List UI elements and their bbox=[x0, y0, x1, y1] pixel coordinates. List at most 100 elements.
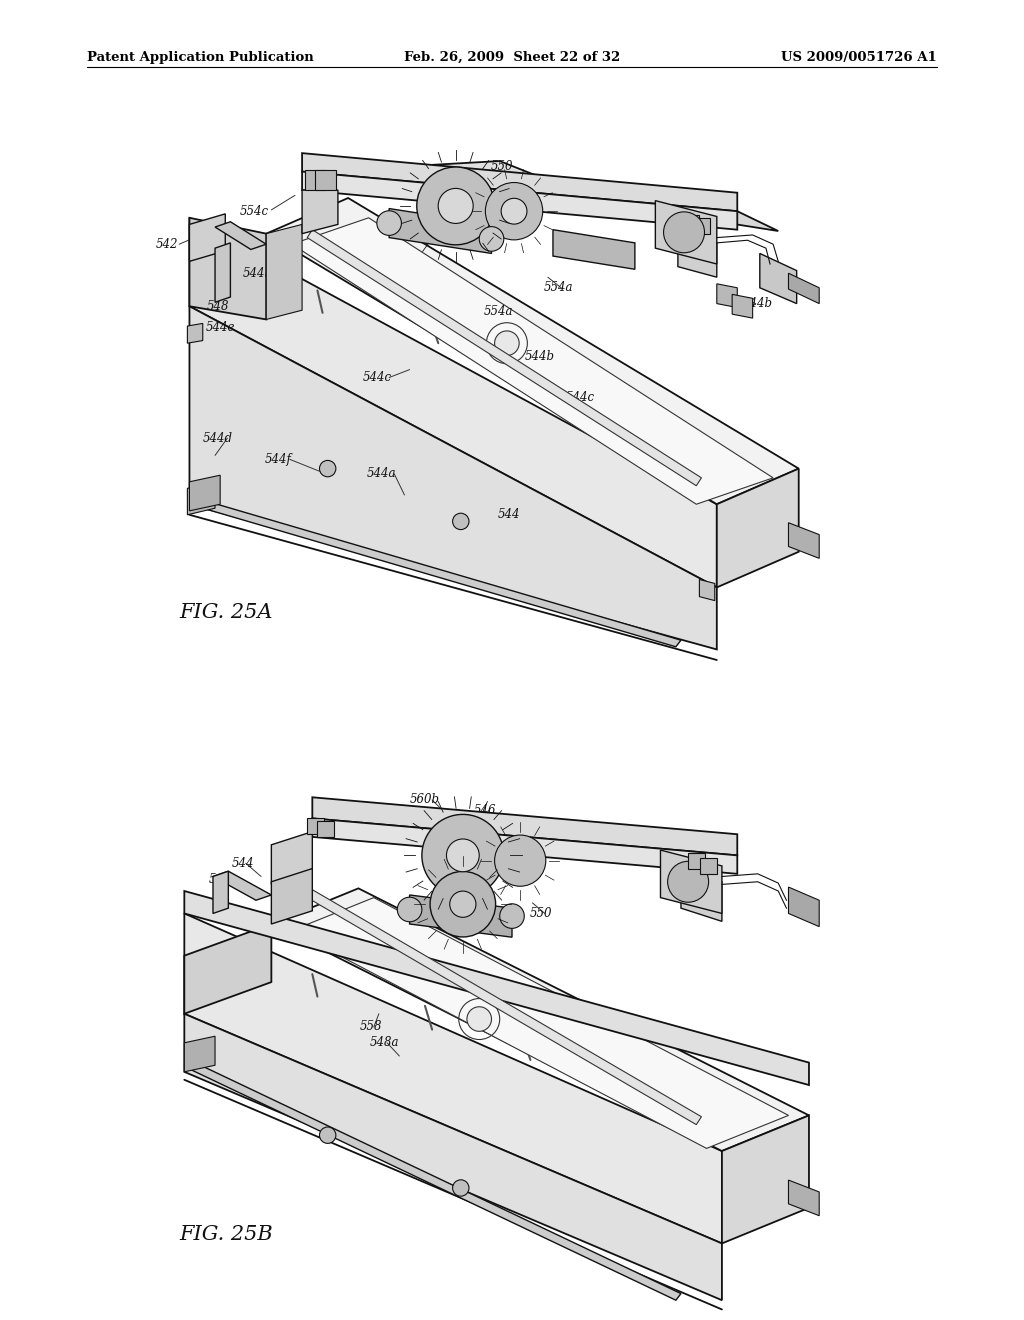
Text: 554: 554 bbox=[599, 194, 622, 207]
Text: Feb. 26, 2009  Sheet 22 of 32: Feb. 26, 2009 Sheet 22 of 32 bbox=[403, 51, 621, 63]
Text: 554a: 554a bbox=[484, 305, 513, 318]
Text: 544b: 544b bbox=[243, 267, 273, 280]
Text: 560b: 560b bbox=[410, 793, 440, 807]
Circle shape bbox=[479, 227, 504, 251]
Polygon shape bbox=[553, 182, 778, 231]
Polygon shape bbox=[681, 869, 722, 921]
Circle shape bbox=[377, 211, 401, 235]
Circle shape bbox=[450, 891, 476, 917]
Text: 554a: 554a bbox=[544, 281, 572, 294]
Polygon shape bbox=[189, 218, 717, 587]
Polygon shape bbox=[683, 215, 699, 231]
Polygon shape bbox=[302, 190, 338, 234]
Polygon shape bbox=[315, 170, 336, 190]
Circle shape bbox=[446, 840, 479, 871]
Text: FIG. 25B: FIG. 25B bbox=[179, 1225, 273, 1243]
Polygon shape bbox=[187, 482, 215, 515]
Circle shape bbox=[397, 898, 422, 921]
Circle shape bbox=[495, 331, 519, 355]
Polygon shape bbox=[271, 888, 809, 1151]
Polygon shape bbox=[266, 198, 799, 504]
Text: Patent Application Publication: Patent Application Publication bbox=[87, 51, 313, 63]
Polygon shape bbox=[389, 209, 492, 253]
Polygon shape bbox=[312, 161, 553, 191]
Text: 550: 550 bbox=[529, 907, 552, 920]
Polygon shape bbox=[215, 222, 266, 249]
Polygon shape bbox=[307, 230, 701, 486]
Polygon shape bbox=[184, 924, 271, 1014]
Polygon shape bbox=[760, 253, 797, 304]
Polygon shape bbox=[302, 172, 737, 230]
Polygon shape bbox=[700, 858, 717, 874]
Text: 544: 544 bbox=[231, 857, 254, 870]
Circle shape bbox=[417, 168, 495, 244]
Polygon shape bbox=[292, 898, 788, 1148]
Polygon shape bbox=[688, 853, 705, 869]
Text: 548: 548 bbox=[207, 300, 229, 313]
Circle shape bbox=[430, 871, 496, 937]
Circle shape bbox=[501, 198, 527, 224]
Polygon shape bbox=[693, 218, 710, 234]
Polygon shape bbox=[553, 230, 635, 269]
Polygon shape bbox=[189, 475, 220, 511]
Polygon shape bbox=[215, 243, 230, 302]
Polygon shape bbox=[189, 214, 225, 261]
Text: 546: 546 bbox=[412, 176, 434, 189]
Circle shape bbox=[485, 182, 543, 240]
Circle shape bbox=[467, 1007, 492, 1031]
Text: 544b: 544b bbox=[524, 350, 555, 363]
Text: 558: 558 bbox=[359, 1020, 382, 1034]
Text: 548: 548 bbox=[209, 873, 231, 886]
Circle shape bbox=[422, 814, 504, 896]
Polygon shape bbox=[717, 284, 737, 308]
Polygon shape bbox=[722, 1115, 809, 1243]
Polygon shape bbox=[213, 871, 228, 913]
Text: 560c: 560c bbox=[431, 820, 460, 833]
Text: 544c: 544c bbox=[362, 371, 391, 384]
Polygon shape bbox=[699, 579, 715, 601]
Polygon shape bbox=[184, 891, 809, 1085]
Circle shape bbox=[495, 836, 546, 886]
Polygon shape bbox=[788, 887, 819, 927]
Polygon shape bbox=[266, 224, 302, 319]
Polygon shape bbox=[302, 153, 737, 211]
Circle shape bbox=[319, 1127, 336, 1143]
Polygon shape bbox=[307, 890, 701, 1125]
Polygon shape bbox=[271, 832, 312, 884]
Polygon shape bbox=[184, 913, 722, 1243]
Text: 556: 556 bbox=[487, 820, 510, 833]
Text: 544b: 544b bbox=[742, 297, 773, 310]
Text: 544d: 544d bbox=[203, 432, 233, 445]
Polygon shape bbox=[788, 523, 819, 558]
Text: 548a: 548a bbox=[370, 1036, 398, 1049]
Text: 552: 552 bbox=[665, 207, 687, 220]
Polygon shape bbox=[189, 306, 717, 649]
Text: US 2009/0051726 A1: US 2009/0051726 A1 bbox=[781, 51, 937, 63]
Polygon shape bbox=[655, 201, 717, 264]
Text: 560a: 560a bbox=[362, 809, 391, 822]
Polygon shape bbox=[660, 850, 722, 913]
Polygon shape bbox=[312, 818, 737, 874]
Polygon shape bbox=[717, 469, 799, 587]
Polygon shape bbox=[305, 170, 326, 190]
Polygon shape bbox=[292, 218, 773, 504]
Polygon shape bbox=[189, 218, 266, 319]
Circle shape bbox=[668, 861, 709, 903]
Circle shape bbox=[438, 189, 473, 223]
Polygon shape bbox=[307, 818, 324, 834]
Text: 552: 552 bbox=[643, 833, 666, 846]
Polygon shape bbox=[788, 1180, 819, 1216]
Polygon shape bbox=[788, 273, 819, 304]
Polygon shape bbox=[213, 871, 271, 900]
Text: 544c: 544c bbox=[566, 391, 595, 404]
Circle shape bbox=[500, 904, 524, 928]
Text: 544: 544 bbox=[498, 508, 520, 521]
Text: 554c: 554c bbox=[776, 281, 805, 294]
Polygon shape bbox=[410, 895, 512, 937]
Text: 554c: 554c bbox=[240, 205, 268, 218]
Polygon shape bbox=[271, 869, 312, 924]
Text: FIG. 25A: FIG. 25A bbox=[179, 603, 272, 622]
Text: 544a: 544a bbox=[368, 467, 396, 480]
Polygon shape bbox=[184, 1060, 681, 1300]
Circle shape bbox=[453, 513, 469, 529]
